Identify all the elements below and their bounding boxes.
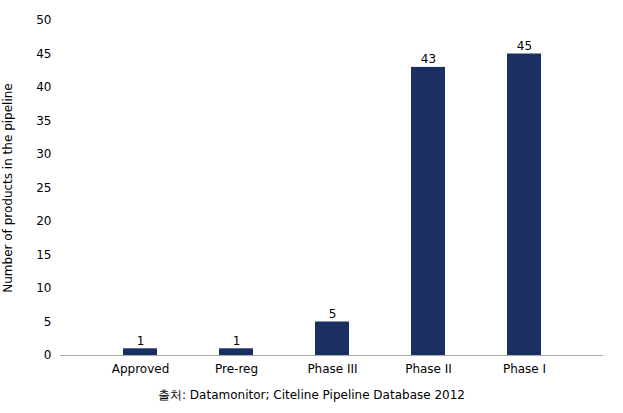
svg-text:5: 5 [329, 307, 337, 321]
svg-text:1: 1 [233, 334, 241, 348]
svg-text:Phase II: Phase II [405, 362, 452, 376]
svg-text:30: 30 [36, 147, 51, 161]
svg-text:5: 5 [44, 315, 52, 329]
svg-text:50: 50 [36, 13, 51, 27]
svg-text:Pre-reg: Pre-reg [215, 362, 258, 376]
svg-text:Phase III: Phase III [307, 362, 357, 376]
svg-text:35: 35 [36, 114, 51, 128]
svg-text:10: 10 [36, 281, 51, 295]
svg-text:Phase I: Phase I [503, 362, 546, 376]
html-text:출처: Datamonitor; Citeline Pipe: 출처: Datamonitor; Citeline Pipeline Datab… [158, 388, 465, 402]
svg-text:40: 40 [36, 80, 51, 94]
svg-text:20: 20 [36, 214, 51, 228]
svg-text:Number of products in the pipe: Number of products in the pipeline [1, 83, 15, 293]
svg-text:45: 45 [36, 47, 51, 61]
svg-text:43: 43 [421, 52, 436, 66]
svg-text:15: 15 [36, 248, 51, 262]
svg-text:1: 1 [137, 334, 145, 348]
svg-text:45: 45 [517, 39, 532, 53]
svg-text:Approved: Approved [112, 362, 170, 376]
svg-text:25: 25 [36, 181, 51, 195]
svg-text:0: 0 [44, 348, 52, 362]
